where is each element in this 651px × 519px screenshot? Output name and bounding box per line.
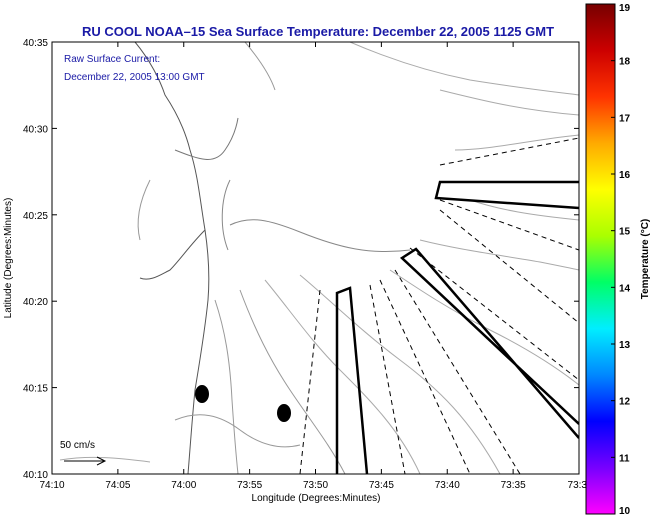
colorbar-tick-label: 10 <box>619 506 631 517</box>
x-tick-label: 73:45 <box>369 480 394 491</box>
x-axis: 74:10 74:05 74:00 73:55 73:50 73:45 73:40 73:35… <box>39 42 587 491</box>
colorbar-tick-label: 17 <box>619 113 631 124</box>
station-marker-2 <box>277 404 291 422</box>
x-tick-label: 74:05 <box>105 480 130 491</box>
station-marker-1 <box>195 385 209 403</box>
y-tick-label: 40:10 <box>23 470 48 481</box>
colorbar-tick-label: 19 <box>619 3 631 14</box>
colorbar-tick-label: 15 <box>619 227 631 238</box>
colorbar-tick-label: 13 <box>619 340 631 351</box>
scale-label: 50 cm/s <box>60 440 95 451</box>
colorbar: 10 11 12 13 14 15 16 17 18 19 Temperature (°C) <box>585 3 651 517</box>
dashed-radials <box>299 137 579 474</box>
y-tick-label: 40:15 <box>23 384 48 395</box>
survey-lines <box>335 180 579 474</box>
y-tick-label: 40:35 <box>23 38 48 49</box>
x-tick-label: 74:00 <box>171 480 196 491</box>
colorbar-tick-label: 12 <box>619 397 631 408</box>
y-tick-label: 40:25 <box>23 211 48 222</box>
colorbar-ticks: 10 11 12 13 14 15 16 17 18 19 <box>611 3 631 517</box>
y-axis-label: Latitude (Degrees:Minutes) <box>3 198 14 319</box>
annotation-line-2: December 22, 2005 13:00 GMT <box>64 72 205 83</box>
colorbar-tick-label: 11 <box>619 453 630 464</box>
colorbar-tick-label: 14 <box>619 283 631 294</box>
plot-background <box>52 42 579 474</box>
y-tick-label: 40:20 <box>23 297 48 308</box>
x-tick-label: 73:50 <box>303 480 328 491</box>
x-tick-label: 73:55 <box>237 480 262 491</box>
colorbar-gradient <box>585 3 616 515</box>
annotation-line-1: Raw Surface Current: <box>64 54 160 65</box>
colorbar-tick-label: 16 <box>619 170 631 181</box>
x-tick-label: 73:40 <box>435 480 460 491</box>
x-tick-label: 73:35 <box>501 480 526 491</box>
y-tick-label: 40:30 <box>23 124 48 135</box>
colorbar-label: Temperature (°C) <box>640 219 651 300</box>
coastline-contours <box>59 42 579 474</box>
x-axis-label: Longitude (Degrees:Minutes) <box>252 493 381 504</box>
y-axis: 40:10 40:15 40:20 40:25 40:30 40:35 <box>23 38 579 481</box>
colorbar-tick-label: 18 <box>619 57 631 68</box>
chart-title: RU COOL NOAA–15 Sea Surface Temperature:… <box>82 24 554 39</box>
plot-area: Raw Surface Current: December 22, 2005 1… <box>51 41 580 475</box>
scale-arrow <box>64 456 107 466</box>
x-tick-label: 74:10 <box>39 480 64 491</box>
x-tick-label: 73:3 <box>568 480 588 491</box>
